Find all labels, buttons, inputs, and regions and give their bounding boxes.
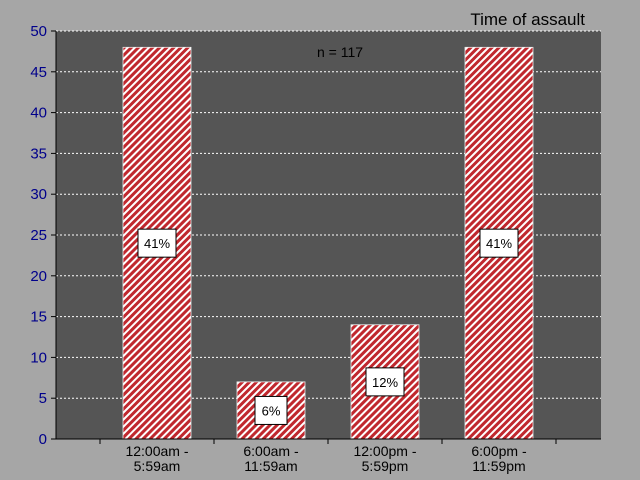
data-label-box [254, 395, 288, 425]
x-tick-label: 5:59pm [362, 458, 409, 474]
x-tick-label: 11:59pm [472, 458, 525, 474]
data-label-box [365, 367, 405, 397]
data-label-box [137, 228, 177, 258]
x-tick-label: 5:59am [134, 458, 181, 474]
x-tick-label: 12:00pm - [353, 443, 416, 459]
data-label: 41% [144, 236, 170, 251]
y-tick-label: 20 [30, 268, 47, 285]
y-tick-label: 40 [30, 105, 47, 122]
y-tick-label: 45 [30, 64, 47, 81]
labels: 0 5 10 15 20 25 30 35 40 45 50 41% 12:00am -5:59am 6%… [30, 23, 527, 474]
y-tick-label: 50 [30, 23, 47, 40]
chart-title: Time of assault [470, 10, 585, 29]
data-label: 12% [372, 375, 398, 390]
x-tick-label: 11:59am [244, 458, 297, 474]
sample-size-annotation: n = 117 [317, 44, 363, 60]
data-label-box [479, 228, 519, 258]
y-tick-label: 5 [39, 390, 47, 407]
bars [122, 46, 534, 440]
x-tick-label: 6:00pm - [471, 443, 527, 459]
gridlines [56, 30, 601, 399]
y-tick-label: 25 [30, 227, 47, 244]
x-tick-label: 6:00am - [243, 443, 299, 459]
data-label: 6% [262, 403, 281, 418]
axes [51, 30, 601, 444]
y-tick-label: 30 [30, 186, 47, 203]
y-tick-label: 35 [30, 145, 47, 162]
y-tick-label: 15 [30, 309, 47, 326]
data-label: 41% [486, 236, 512, 251]
y-tick-label: 0 [39, 431, 47, 448]
y-tick-label: 10 [30, 349, 47, 366]
x-tick-label: 12:00am - [125, 443, 188, 459]
